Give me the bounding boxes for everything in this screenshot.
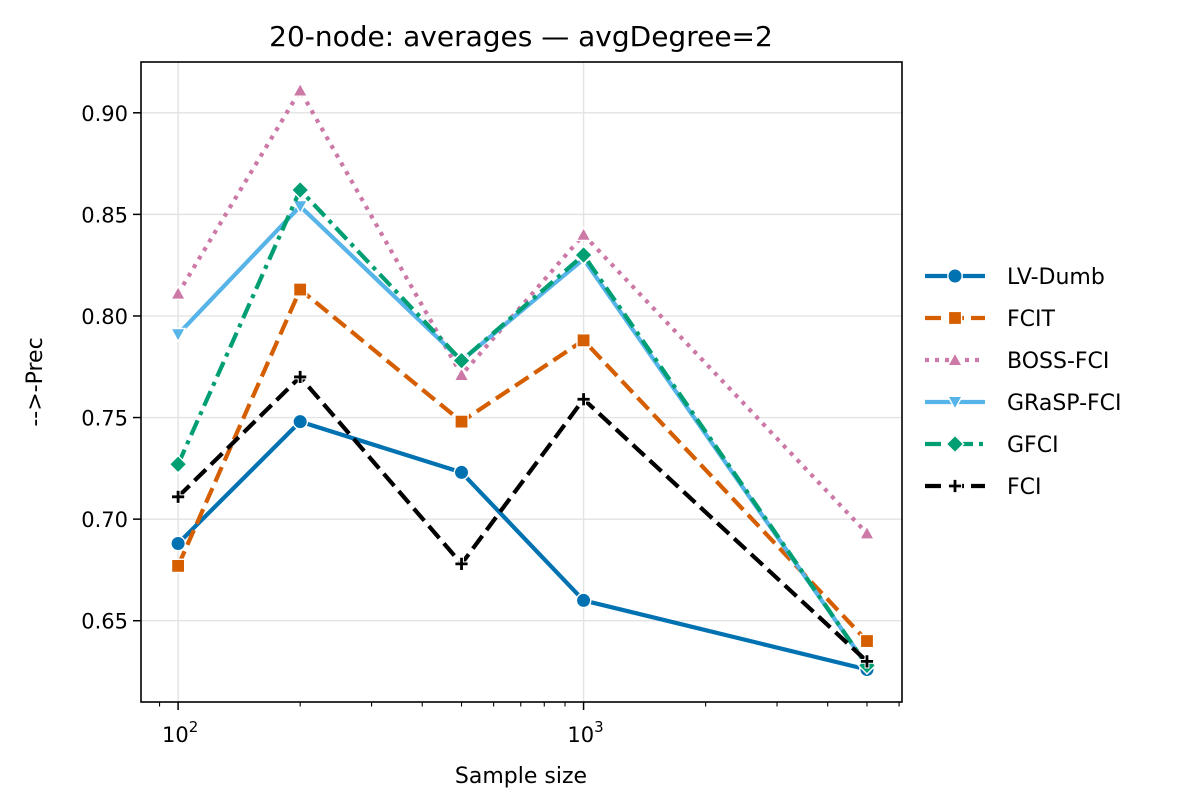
data-point xyxy=(291,199,309,215)
series-boss-fci xyxy=(169,81,876,540)
data-point xyxy=(859,654,875,669)
data-point xyxy=(454,556,469,571)
chart-title: 20-node: averages — avgDegree=2 xyxy=(269,20,773,53)
series-lv-dumb xyxy=(170,413,875,678)
series-line xyxy=(176,287,869,643)
data-point xyxy=(169,327,187,343)
series-gfci xyxy=(168,180,877,676)
data-point xyxy=(576,333,591,348)
data-point xyxy=(170,535,187,552)
y-tick-label: 0.85 xyxy=(81,203,128,227)
data-point xyxy=(573,245,594,265)
data-point xyxy=(453,366,470,382)
legend-marker xyxy=(947,310,963,326)
legend-label: LV-Dumb xyxy=(1007,265,1105,290)
data-point xyxy=(292,413,309,430)
data-point xyxy=(454,414,469,429)
legend-entry: GRaSP-FCI xyxy=(925,391,1122,416)
data-point xyxy=(575,226,592,242)
series-fci xyxy=(171,369,875,669)
x-axis-label: Sample size xyxy=(455,764,587,789)
x-tick-exponent: 3 xyxy=(594,718,604,736)
legend-marker xyxy=(946,351,964,367)
legend-marker xyxy=(947,478,963,494)
legend-marker xyxy=(947,268,963,284)
plot-frame xyxy=(140,61,903,703)
x-tick-base: 10 xyxy=(162,723,189,747)
data-point xyxy=(292,282,308,297)
legend-marker xyxy=(946,395,964,411)
legend-marker xyxy=(945,434,965,454)
legend-entry: FCIT xyxy=(925,307,1056,332)
data-point xyxy=(858,524,876,540)
legend-entry: LV-Dumb xyxy=(925,265,1105,290)
x-tick-base: 10 xyxy=(567,723,594,747)
data-point xyxy=(290,180,310,200)
data-point xyxy=(451,351,472,371)
x-tick-label: 103 xyxy=(567,718,603,747)
series-line xyxy=(176,419,868,672)
series-fcit xyxy=(170,282,875,649)
legend-label: FCI xyxy=(1007,475,1042,500)
data-point xyxy=(169,284,187,301)
data-point xyxy=(293,369,308,385)
y-tick-label: 0.65 xyxy=(81,610,128,634)
legend-label: BOSS-FCI xyxy=(1007,349,1109,374)
legend: LV-Dumb FCIT BOSS-FCI GRaSP-FCI GFCI FCI xyxy=(925,265,1122,500)
legend-entry: FCI xyxy=(925,475,1042,500)
legend-label: GFCI xyxy=(1007,433,1059,458)
series-line xyxy=(176,187,869,667)
x-tick-label: 102 xyxy=(162,718,198,747)
legend-entry: GFCI xyxy=(925,433,1059,458)
series-line xyxy=(176,204,869,667)
data-point xyxy=(291,81,309,97)
y-tick-label: 0.90 xyxy=(81,102,128,126)
data-point xyxy=(168,454,188,474)
x-tick-exponent: 2 xyxy=(189,718,199,736)
data-point xyxy=(575,592,592,609)
series-grasp-fci xyxy=(169,199,876,675)
data-point xyxy=(859,633,875,649)
grid xyxy=(141,62,902,702)
data-point xyxy=(171,489,186,504)
legend-label: GRaSP-FCI xyxy=(1007,391,1122,416)
series-group xyxy=(168,81,877,678)
legend-label: FCIT xyxy=(1007,307,1056,332)
y-tick-label: 0.75 xyxy=(81,407,128,431)
legend-entry: BOSS-FCI xyxy=(925,349,1109,374)
data-point xyxy=(170,558,186,574)
y-tick-label: 0.70 xyxy=(81,508,128,532)
y-tick-label: 0.80 xyxy=(81,305,128,329)
data-point xyxy=(453,464,470,481)
data-point xyxy=(576,392,591,407)
y-axis-label: -->-Prec xyxy=(23,337,48,426)
